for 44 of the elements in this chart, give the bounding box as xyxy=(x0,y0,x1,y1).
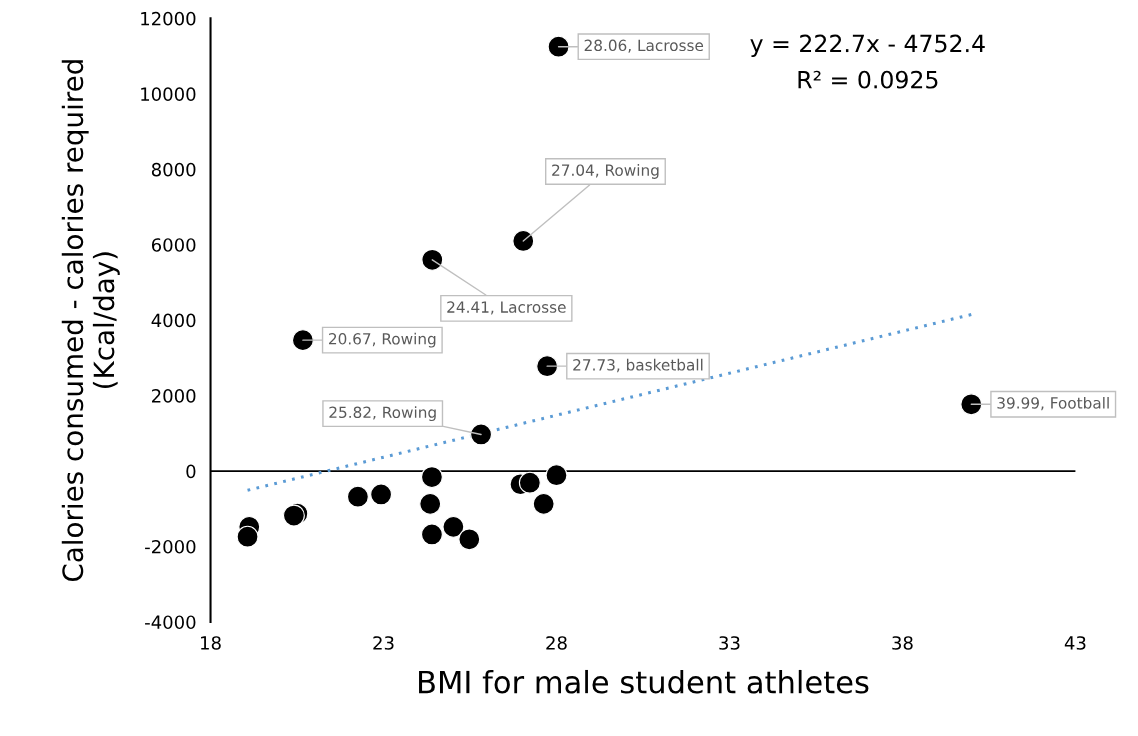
x-tick-label: 18 xyxy=(201,636,221,650)
x-axis-title: BMI for male student athletes xyxy=(419,669,869,694)
point xyxy=(532,492,555,515)
annotation: R² = 0.0925 xyxy=(798,70,938,89)
point xyxy=(236,525,259,548)
x-tick-label: 28 xyxy=(546,636,567,650)
annotation: y = 222.7x - 4752.4 xyxy=(750,34,985,57)
point xyxy=(547,35,570,58)
point xyxy=(470,423,493,446)
x-tick-label: 38 xyxy=(892,636,913,650)
y-tick-label: 4000 xyxy=(151,313,196,328)
x-tick-label: 43 xyxy=(1064,636,1086,650)
y-tick-label: 2000 xyxy=(152,389,196,403)
point xyxy=(370,483,393,506)
x-tick-label: 23 xyxy=(373,636,394,650)
annotation: 25.82, Rowing xyxy=(329,406,436,422)
point xyxy=(518,471,541,494)
annotation: 27.73, basketball xyxy=(573,358,703,373)
y-tick-label: 12000 xyxy=(141,11,196,26)
point xyxy=(545,464,568,487)
y-tick-label: 10000 xyxy=(141,87,196,101)
y-tick-label: 8000 xyxy=(151,162,196,177)
annotation: 24.41, Lacrosse xyxy=(447,301,566,315)
point xyxy=(536,355,559,378)
annotation: 39.99, Football xyxy=(997,396,1109,411)
point xyxy=(442,515,465,538)
point xyxy=(512,229,535,252)
y-tick-label: -4000 xyxy=(145,615,196,630)
annotation: 28.06, Lacrosse xyxy=(584,39,704,53)
point xyxy=(960,393,983,416)
point xyxy=(421,248,444,271)
point xyxy=(420,466,443,489)
point xyxy=(346,485,369,508)
point xyxy=(458,528,481,551)
point xyxy=(291,329,314,352)
y-tick-label: 0 xyxy=(186,464,196,479)
annotation: 27.04, Rowing xyxy=(552,164,659,179)
y-tick-label: 6000 xyxy=(151,238,196,252)
y-axis-title: Calories consumed - calories required (Kcal/day) xyxy=(61,60,120,582)
point xyxy=(420,523,443,546)
y-tick-label: -2000 xyxy=(145,539,196,554)
x-tick-label: 33 xyxy=(719,636,740,650)
point xyxy=(419,492,442,515)
annotation: 20.67, Rowing xyxy=(329,332,436,348)
